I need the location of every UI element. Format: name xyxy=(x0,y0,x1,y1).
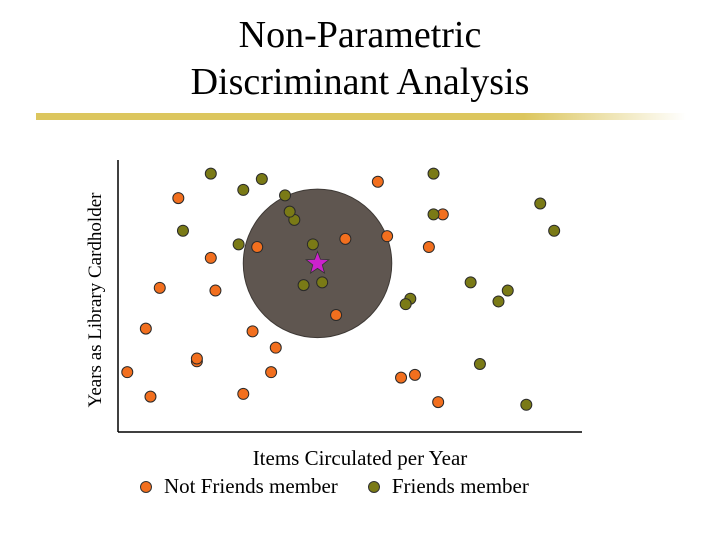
data-point-friends xyxy=(279,189,292,202)
data-point-not-friends xyxy=(172,192,185,205)
data-point-friends xyxy=(520,398,533,411)
data-point-not-friends xyxy=(432,396,445,409)
page-title: Non-Parametric Discriminant Analysis xyxy=(0,12,720,106)
title-line-1: Non-Parametric xyxy=(238,14,482,56)
data-point-not-friends xyxy=(408,368,421,381)
data-point-friends xyxy=(316,276,329,289)
data-point-not-friends xyxy=(339,232,352,245)
data-point-not-friends xyxy=(251,241,264,254)
legend-item-friends: Friends member xyxy=(367,474,529,499)
data-point-friends xyxy=(255,173,268,186)
legend-item-not-friends: Not Friends member xyxy=(140,474,338,499)
data-point-friends xyxy=(501,284,514,297)
query-point-star-icon xyxy=(304,250,330,275)
data-point-not-friends xyxy=(237,387,250,400)
data-point-not-friends xyxy=(381,230,394,243)
data-point-not-friends xyxy=(269,341,282,354)
data-point-not-friends xyxy=(121,366,134,379)
data-point-friends xyxy=(534,197,547,210)
data-point-friends xyxy=(548,224,561,237)
data-point-not-friends xyxy=(153,281,166,294)
legend-dot-friends-icon xyxy=(367,480,380,493)
legend-dot-not-friends-icon xyxy=(140,480,152,493)
title-underline-bar xyxy=(36,113,686,120)
legend-label-not-friends: Not Friends member xyxy=(164,474,338,498)
data-point-not-friends xyxy=(204,251,217,264)
data-point-not-friends xyxy=(330,309,343,322)
data-point-friends xyxy=(204,167,217,180)
data-point-not-friends xyxy=(422,241,435,254)
data-point-friends xyxy=(464,276,477,289)
x-axis-label: Items Circulated per Year xyxy=(252,446,468,470)
data-point-not-friends xyxy=(265,366,278,379)
data-point-friends xyxy=(283,205,296,218)
data-point-friends xyxy=(427,208,440,221)
data-point-not-friends xyxy=(246,325,259,338)
data-point-friends xyxy=(473,358,486,370)
data-point-friends xyxy=(176,224,189,237)
data-point-friends xyxy=(399,298,412,311)
data-point-friends xyxy=(306,238,319,251)
data-point-not-friends xyxy=(144,390,157,403)
data-point-friends xyxy=(232,238,245,251)
data-point-not-friends xyxy=(139,322,152,335)
legend-label-friends: Friends member xyxy=(391,474,529,498)
y-axis-label: Years as Library Cardholder xyxy=(85,192,106,408)
data-point-friends xyxy=(297,279,310,292)
data-point-friends xyxy=(237,183,250,196)
data-point-not-friends xyxy=(395,371,408,384)
data-point-not-friends xyxy=(209,284,222,297)
data-point-friends xyxy=(492,295,505,308)
data-point-friends xyxy=(427,167,440,180)
legend: Not Friends member Friends member xyxy=(140,474,529,499)
data-point-not-friends xyxy=(190,352,203,365)
title-line-2: Discriminant Analysis xyxy=(190,61,530,103)
data-point-not-friends xyxy=(371,175,384,188)
